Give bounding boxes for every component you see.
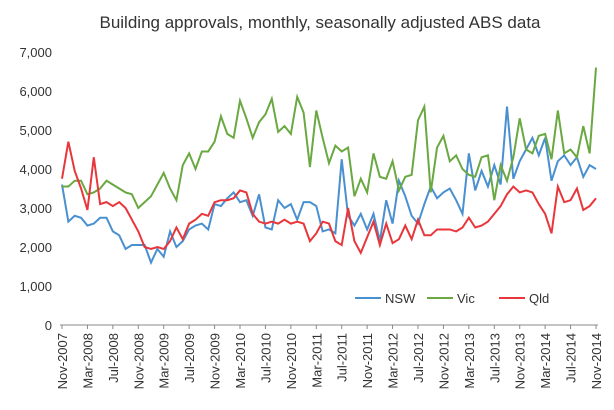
legend-label: Vic [457, 291, 475, 306]
x-tick-label: Mar-2014 [538, 333, 553, 389]
line [62, 67, 597, 210]
x-tick-label: Jul-2008 [106, 333, 121, 383]
x-tick-label: Nov-2012 [436, 333, 451, 389]
x-tick-label: Nov-2007 [55, 333, 70, 389]
legend-label: NSW [385, 291, 416, 306]
y-tick-label: 0 [45, 318, 52, 333]
x-tick-label: Nov-2011 [360, 333, 375, 388]
x-tick-label: Jul-2009 [182, 333, 197, 383]
y-tick-label: 2,000 [19, 240, 52, 255]
x-tick-label: Nov-2010 [284, 333, 299, 389]
y-tick-label: 7,000 [19, 45, 52, 60]
y-tick-label: 5,000 [19, 123, 52, 138]
chart-title: Building approvals, monthly, seasonally … [99, 13, 541, 32]
x-tick-label: Mar-2013 [462, 333, 477, 389]
x-tick-label: Mar-2011 [309, 333, 324, 388]
x-tick-label: Mar-2010 [233, 333, 248, 389]
y-tick-label: 3,000 [19, 201, 52, 216]
x-tick-label: Jul-2012 [411, 333, 426, 383]
x-tick-label: Jul-2014 [564, 333, 579, 383]
x-tick-label: Nov-2013 [513, 333, 528, 389]
x-tick-label: Nov-2008 [131, 333, 146, 389]
line [61, 106, 597, 266]
x-tick-label: Nov-2009 [208, 333, 223, 389]
x-tick-label: Mar-2008 [80, 333, 95, 389]
y-tick-label: 4,000 [19, 162, 52, 177]
y-tick-label: 1,000 [19, 279, 52, 294]
y-tick-label: 6,000 [19, 84, 52, 99]
x-tick-label: Mar-2009 [157, 333, 172, 389]
x-tick-label: Jul-2010 [258, 333, 273, 383]
x-tick-label: Jul-2013 [487, 333, 502, 383]
x-tick-label: Nov-2014 [589, 333, 604, 389]
x-tick-label: Mar-2012 [386, 333, 401, 389]
line [61, 141, 597, 256]
x-tick-label: Jul-2011 [335, 333, 350, 382]
legend-label: Qld [529, 291, 549, 306]
